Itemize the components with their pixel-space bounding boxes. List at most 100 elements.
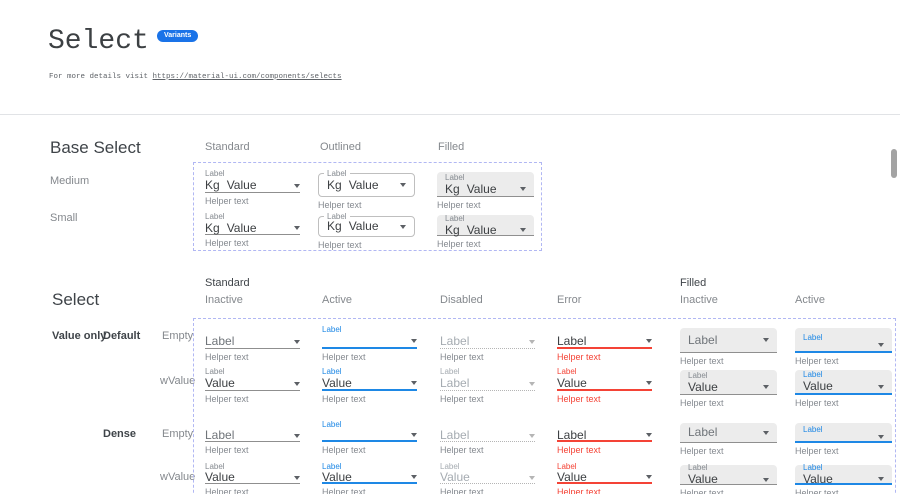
select-value: Value <box>688 381 718 394</box>
select-value: Label <box>557 335 586 348</box>
dropdown-caret-icon <box>763 385 769 389</box>
dropdown-caret-icon <box>529 476 535 480</box>
select-control-standard-inactive[interactable]: Label <box>205 335 300 349</box>
dropdown-caret-icon <box>400 183 406 187</box>
select-control-filled-inactive[interactable]: LabelValue <box>680 465 777 485</box>
column-header-outlined: Outlined <box>320 141 361 153</box>
base-select-heading: Base Select <box>50 138 141 158</box>
select-prefix: Kg <box>327 179 342 192</box>
select-value: Label <box>688 334 717 347</box>
select-cell-standard-inactive-wvalue: LabelKgValueHelper text <box>205 212 300 248</box>
select-cell-standard-error-wvalue: LabelValueHelper text <box>557 367 652 404</box>
helper-text: Helper text <box>205 196 300 206</box>
helper-text: Helper text <box>437 239 534 249</box>
select-control-standard-error[interactable]: Value <box>557 472 652 484</box>
select-value: Label <box>205 335 234 348</box>
select-control-standard-error[interactable]: Label <box>557 335 652 349</box>
select-value: Value <box>227 179 257 192</box>
select-control-standard-active[interactable]: Value <box>322 472 417 484</box>
select-prefix: Kg <box>327 220 342 233</box>
dropdown-caret-icon <box>411 475 417 479</box>
select-control-standard-disabled[interactable]: Label <box>440 430 535 442</box>
select-control-standard-inactive[interactable]: KgValue <box>205 222 300 235</box>
select-control-outlined-inactive[interactable]: LabelKgValue <box>318 216 415 237</box>
select-value-row: Value <box>803 380 884 393</box>
select-control-filled-inactive[interactable]: LabelKgValue <box>437 172 534 197</box>
dropdown-caret-icon <box>646 381 652 385</box>
select-control-standard-active[interactable] <box>322 335 417 349</box>
select-control-standard-inactive[interactable]: Label <box>205 430 300 442</box>
select-control-standard-error[interactable]: Label <box>557 430 652 442</box>
select-cell-standard-inactive-wvalue: LabelValueHelper text <box>205 367 300 404</box>
select-control-standard-error[interactable]: Value <box>557 377 652 391</box>
select-value: Label <box>440 335 469 348</box>
select-cell-filled-active-wvalue: LabelValueHelper text <box>795 462 892 494</box>
select-control-filled-active[interactable]: Label <box>795 328 892 353</box>
select-value: Value <box>803 473 833 486</box>
dropdown-caret-icon <box>294 382 300 386</box>
row-section-default: Default <box>103 330 140 342</box>
dropdown-caret-icon <box>763 478 769 482</box>
helper-text: Helper text <box>322 487 417 494</box>
select-control-filled-active[interactable]: LabelValue <box>795 370 892 395</box>
select-control-filled-inactive[interactable]: Label <box>680 423 777 443</box>
select-cell-standard-error-wvalue: LabelValueHelper text <box>557 462 652 494</box>
row-label-dense-wvalue: wValue <box>160 471 195 483</box>
helper-text: Helper text <box>322 352 417 362</box>
helper-text: Helper text <box>205 352 300 362</box>
select-control-standard-disabled[interactable]: Label <box>440 335 535 349</box>
select-control-standard-active[interactable] <box>322 430 417 442</box>
select-cell-standard-error-empty: LabelHelper text <box>557 420 652 455</box>
select-control-standard-inactive[interactable]: Value <box>205 377 300 391</box>
helper-text: Helper text <box>680 398 777 408</box>
select-control-filled-active[interactable]: Label <box>795 423 892 443</box>
floating-label: Label <box>322 325 417 335</box>
dropdown-caret-icon <box>763 431 769 435</box>
row-label-dense-empty: Empty <box>162 428 193 440</box>
select-control-standard-inactive[interactable]: Value <box>205 472 300 484</box>
select-value: Value <box>467 224 497 237</box>
select-control-standard-active[interactable]: Value <box>322 377 417 391</box>
select-value: Value <box>205 471 235 484</box>
row-label-default-wvalue: wValue <box>160 375 195 387</box>
helper-text: Helper text <box>322 445 417 455</box>
select-value-row: Value <box>803 473 884 486</box>
select-value: Value <box>557 471 587 484</box>
select-value: Label <box>440 429 469 442</box>
helper-text: Helper text <box>795 356 892 366</box>
dropdown-caret-icon <box>878 477 884 481</box>
subcolumn-filled-inactive: Inactive <box>680 294 718 306</box>
helper-text: Helper text <box>680 356 777 366</box>
material-ui-link[interactable]: https://material-ui.com/components/selec… <box>153 73 342 81</box>
row-label-medium: Medium <box>50 175 89 187</box>
select-cell-standard-active-empty: Label Helper text <box>322 325 417 362</box>
group-header-standard: Standard <box>205 277 250 289</box>
helper-text: Helper text <box>680 446 777 456</box>
select-control-outlined-inactive[interactable]: LabelKgValue <box>318 173 415 197</box>
dropdown-caret-icon <box>411 433 417 437</box>
select-cell-filled-active-empty: Label Helper text <box>795 325 892 366</box>
select-value-row: KgValue <box>445 183 526 196</box>
select-control-standard-disabled[interactable]: Label <box>440 377 535 391</box>
select-control-filled-active[interactable]: LabelValue <box>795 465 892 485</box>
subcolumn-standard-disabled: Disabled <box>440 294 483 306</box>
select-cell-standard-active-empty: LabelHelper text <box>322 420 417 455</box>
select-value: Value <box>322 377 352 390</box>
dropdown-caret-icon <box>294 184 300 188</box>
select-cell-filled-inactive-wvalue: LabelValueHelper text <box>680 462 777 494</box>
floating-label: Label <box>803 333 884 343</box>
select-control-filled-inactive[interactable]: LabelValue <box>680 370 777 395</box>
select-cell-filled-inactive-wvalue: LabelKgValueHelper text <box>437 169 534 210</box>
helper-text: Helper text <box>318 200 415 210</box>
page-title: Select <box>48 26 149 57</box>
helper-text: Helper text <box>205 487 300 494</box>
dropdown-caret-icon <box>646 475 652 479</box>
scrollbar-thumb[interactable] <box>891 149 897 178</box>
subtitle-text: For more details visit <box>49 73 153 81</box>
select-control-standard-inactive[interactable]: KgValue <box>205 179 300 193</box>
select-control-filled-inactive[interactable]: Label <box>680 328 777 353</box>
select-control-filled-inactive[interactable]: LabelKgValue <box>437 215 534 236</box>
floating-label: Label <box>688 371 769 381</box>
select-control-standard-disabled[interactable]: Value <box>440 472 535 484</box>
select-value: Value <box>205 377 235 390</box>
